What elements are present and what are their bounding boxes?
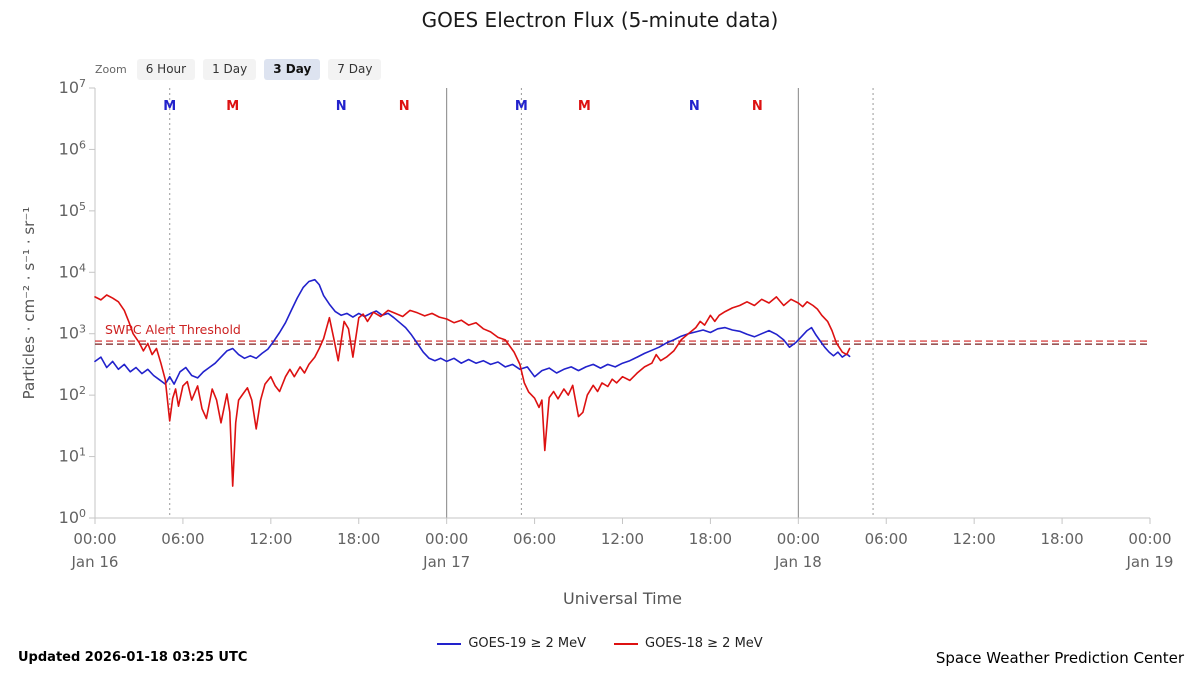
x-tick-label: 18:00 xyxy=(689,530,732,548)
electron-flux-chart[interactable]: 107 106 105 104 103 102 101 100 00:00 Jan 16 06:00… xyxy=(0,0,1200,585)
x-tick-label: 06:00 xyxy=(865,530,908,548)
x-day-label: Jan 16 xyxy=(71,553,119,571)
legend-label-goes18: GOES-18 ≥ 2 MeV xyxy=(645,636,763,651)
satellite-marker-M: M xyxy=(515,99,528,114)
y-tick-label: 105 xyxy=(59,200,86,220)
y-tick-label: 101 xyxy=(59,446,86,466)
x-tick-label: 18:00 xyxy=(337,530,380,548)
updated-timestamp: Updated 2026-01-18 03:25 UTC xyxy=(18,650,248,665)
legend: GOES-19 ≥ 2 MeV GOES-18 ≥ 2 MeV xyxy=(0,636,1200,651)
x-tick-label: 06:00 xyxy=(161,530,204,548)
satellite-marker-M: M xyxy=(163,99,176,114)
series-line-goes18 xyxy=(94,294,851,487)
page-title: GOES Electron Flux (5-minute data) xyxy=(421,8,779,32)
x-axis-title: Universal Time xyxy=(562,589,682,608)
y-tick-label: 107 xyxy=(59,77,86,97)
satellite-marker-N: N xyxy=(336,99,347,114)
legend-item-goes19[interactable]: GOES-19 ≥ 2 MeV xyxy=(437,636,586,651)
x-tick-label: 00:00 xyxy=(1128,530,1171,548)
x-tick-label: 00:00 xyxy=(777,530,820,548)
satellite-marker-M: M xyxy=(578,99,591,114)
legend-label-goes19: GOES-19 ≥ 2 MeV xyxy=(468,636,586,651)
zoom-button-3day[interactable]: 3 Day xyxy=(264,59,321,81)
y-tick-label: 102 xyxy=(59,384,86,404)
goes19-line-swatch xyxy=(437,642,462,645)
satellite-marker-N: N xyxy=(399,99,410,114)
y-tick-label: 106 xyxy=(59,138,86,158)
zoom-button-1day[interactable]: 1 Day xyxy=(203,59,257,81)
x-tick-label: 12:00 xyxy=(601,530,644,548)
satellite-marker-N: N xyxy=(689,99,700,114)
legend-item-goes18[interactable]: GOES-18 ≥ 2 MeV xyxy=(614,636,763,651)
zoom-label: Zoom xyxy=(95,63,127,77)
x-day-label: Jan 18 xyxy=(774,553,822,571)
y-axis-title: Particles · cm⁻² · s⁻¹ · sr⁻¹ xyxy=(20,206,38,400)
x-tick-label: 00:00 xyxy=(73,530,116,548)
zoom-button-6hour[interactable]: 6 Hour xyxy=(136,59,196,81)
zoom-button-7day[interactable]: 7 Day xyxy=(328,59,382,81)
satellite-marker-N: N xyxy=(752,99,763,114)
x-tick-label: 18:00 xyxy=(1040,530,1083,548)
x-tick-label: 06:00 xyxy=(513,530,556,548)
x-day-label: Jan 19 xyxy=(1126,553,1174,571)
zoom-range-selector: Zoom 6 Hour 1 Day 3 Day 7 Day xyxy=(95,59,382,81)
x-tick-label: 12:00 xyxy=(249,530,292,548)
source-credit: Space Weather Prediction Center xyxy=(935,649,1184,667)
goes18-line-swatch xyxy=(614,642,638,645)
satellite-marker-M: M xyxy=(226,99,239,114)
y-tick-label: 104 xyxy=(59,261,86,281)
y-tick-label: 103 xyxy=(59,323,86,343)
series-line-goes19 xyxy=(94,278,851,385)
x-day-label: Jan 17 xyxy=(422,553,470,571)
x-tick-label: 00:00 xyxy=(425,530,468,548)
alert-threshold-label: SWPC Alert Threshold xyxy=(105,322,241,337)
y-tick-label: 100 xyxy=(59,507,86,527)
x-tick-label: 12:00 xyxy=(953,530,996,548)
